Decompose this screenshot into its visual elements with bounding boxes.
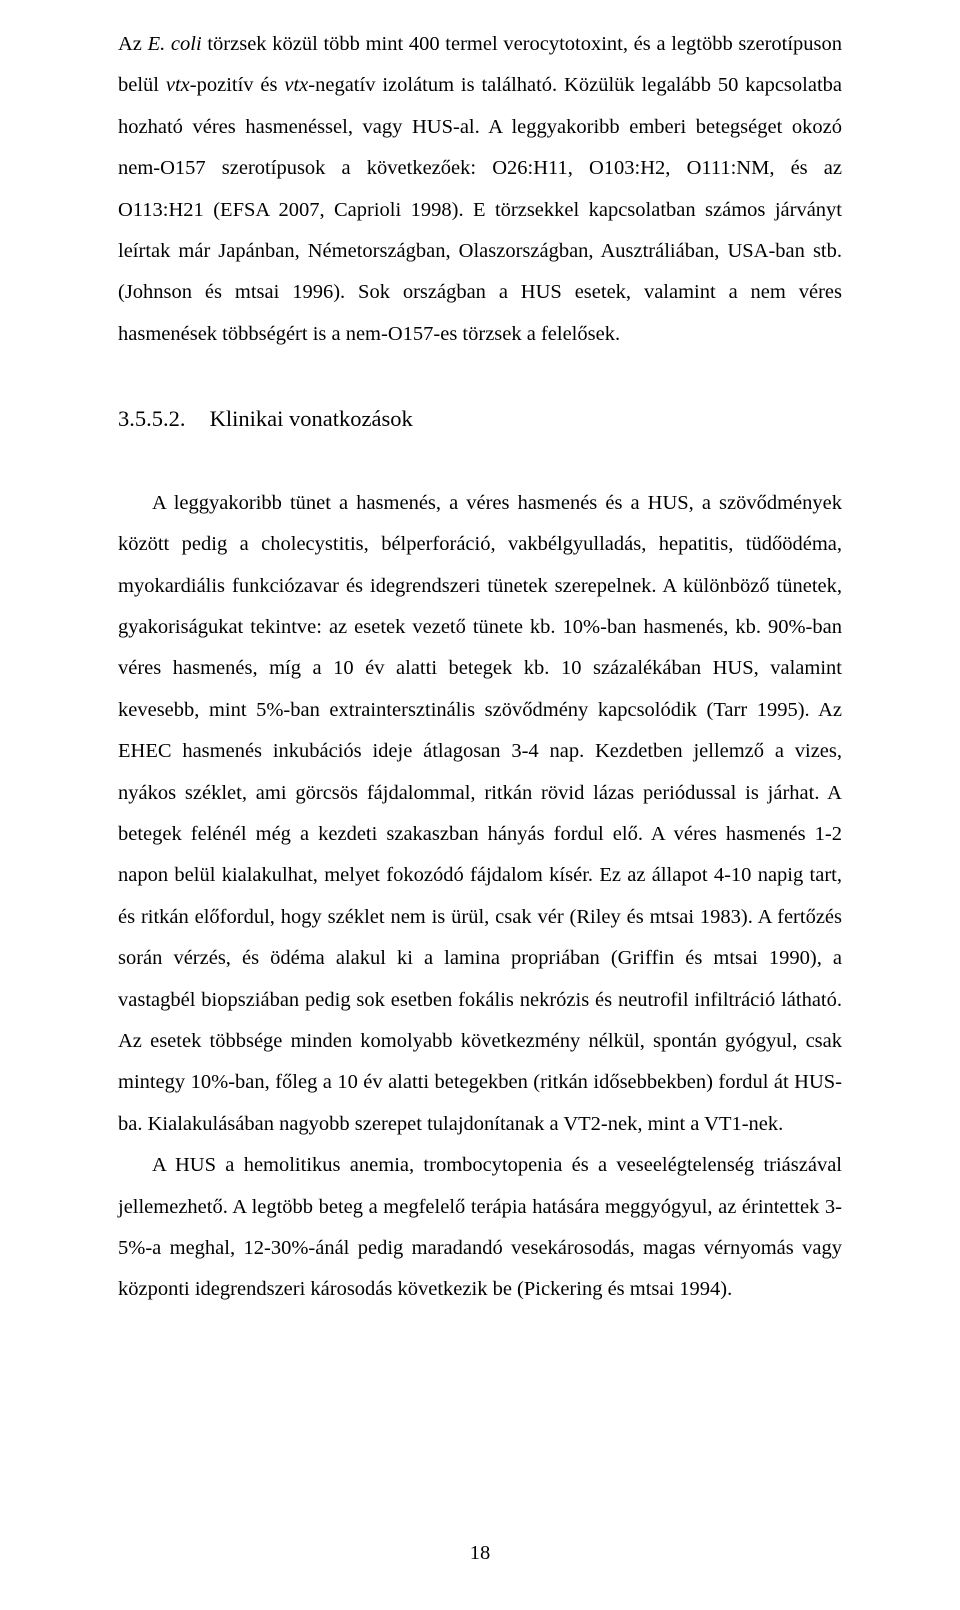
p1-italic-ecoli: E. coli bbox=[148, 33, 202, 55]
page-number: 18 bbox=[0, 1533, 960, 1574]
section-heading: 3.5.5.2. Klinikai vonatkozások bbox=[118, 403, 842, 435]
paragraph-2: A leggyakoribb tünet a hasmenés, a véres… bbox=[118, 483, 842, 1146]
section-title: Klinikai vonatkozások bbox=[210, 406, 413, 431]
paragraph-1: Az E. coli törzsek közül több mint 400 t… bbox=[118, 24, 842, 355]
paragraph-3: A HUS a hemolitikus anemia, trombocytope… bbox=[118, 1145, 842, 1311]
p1-text-a: Az bbox=[118, 33, 148, 55]
p1-italic-vtx1: vtx bbox=[166, 74, 190, 96]
section-number: 3.5.5.2. bbox=[118, 403, 204, 435]
page-container: Az E. coli törzsek közül több mint 400 t… bbox=[0, 0, 960, 1610]
p1-text-e: -pozitív és bbox=[190, 74, 285, 96]
p1-italic-vtx2: vtx bbox=[284, 74, 308, 96]
p1-text-g: -negatív izolátum is található. Közülük … bbox=[118, 74, 842, 344]
